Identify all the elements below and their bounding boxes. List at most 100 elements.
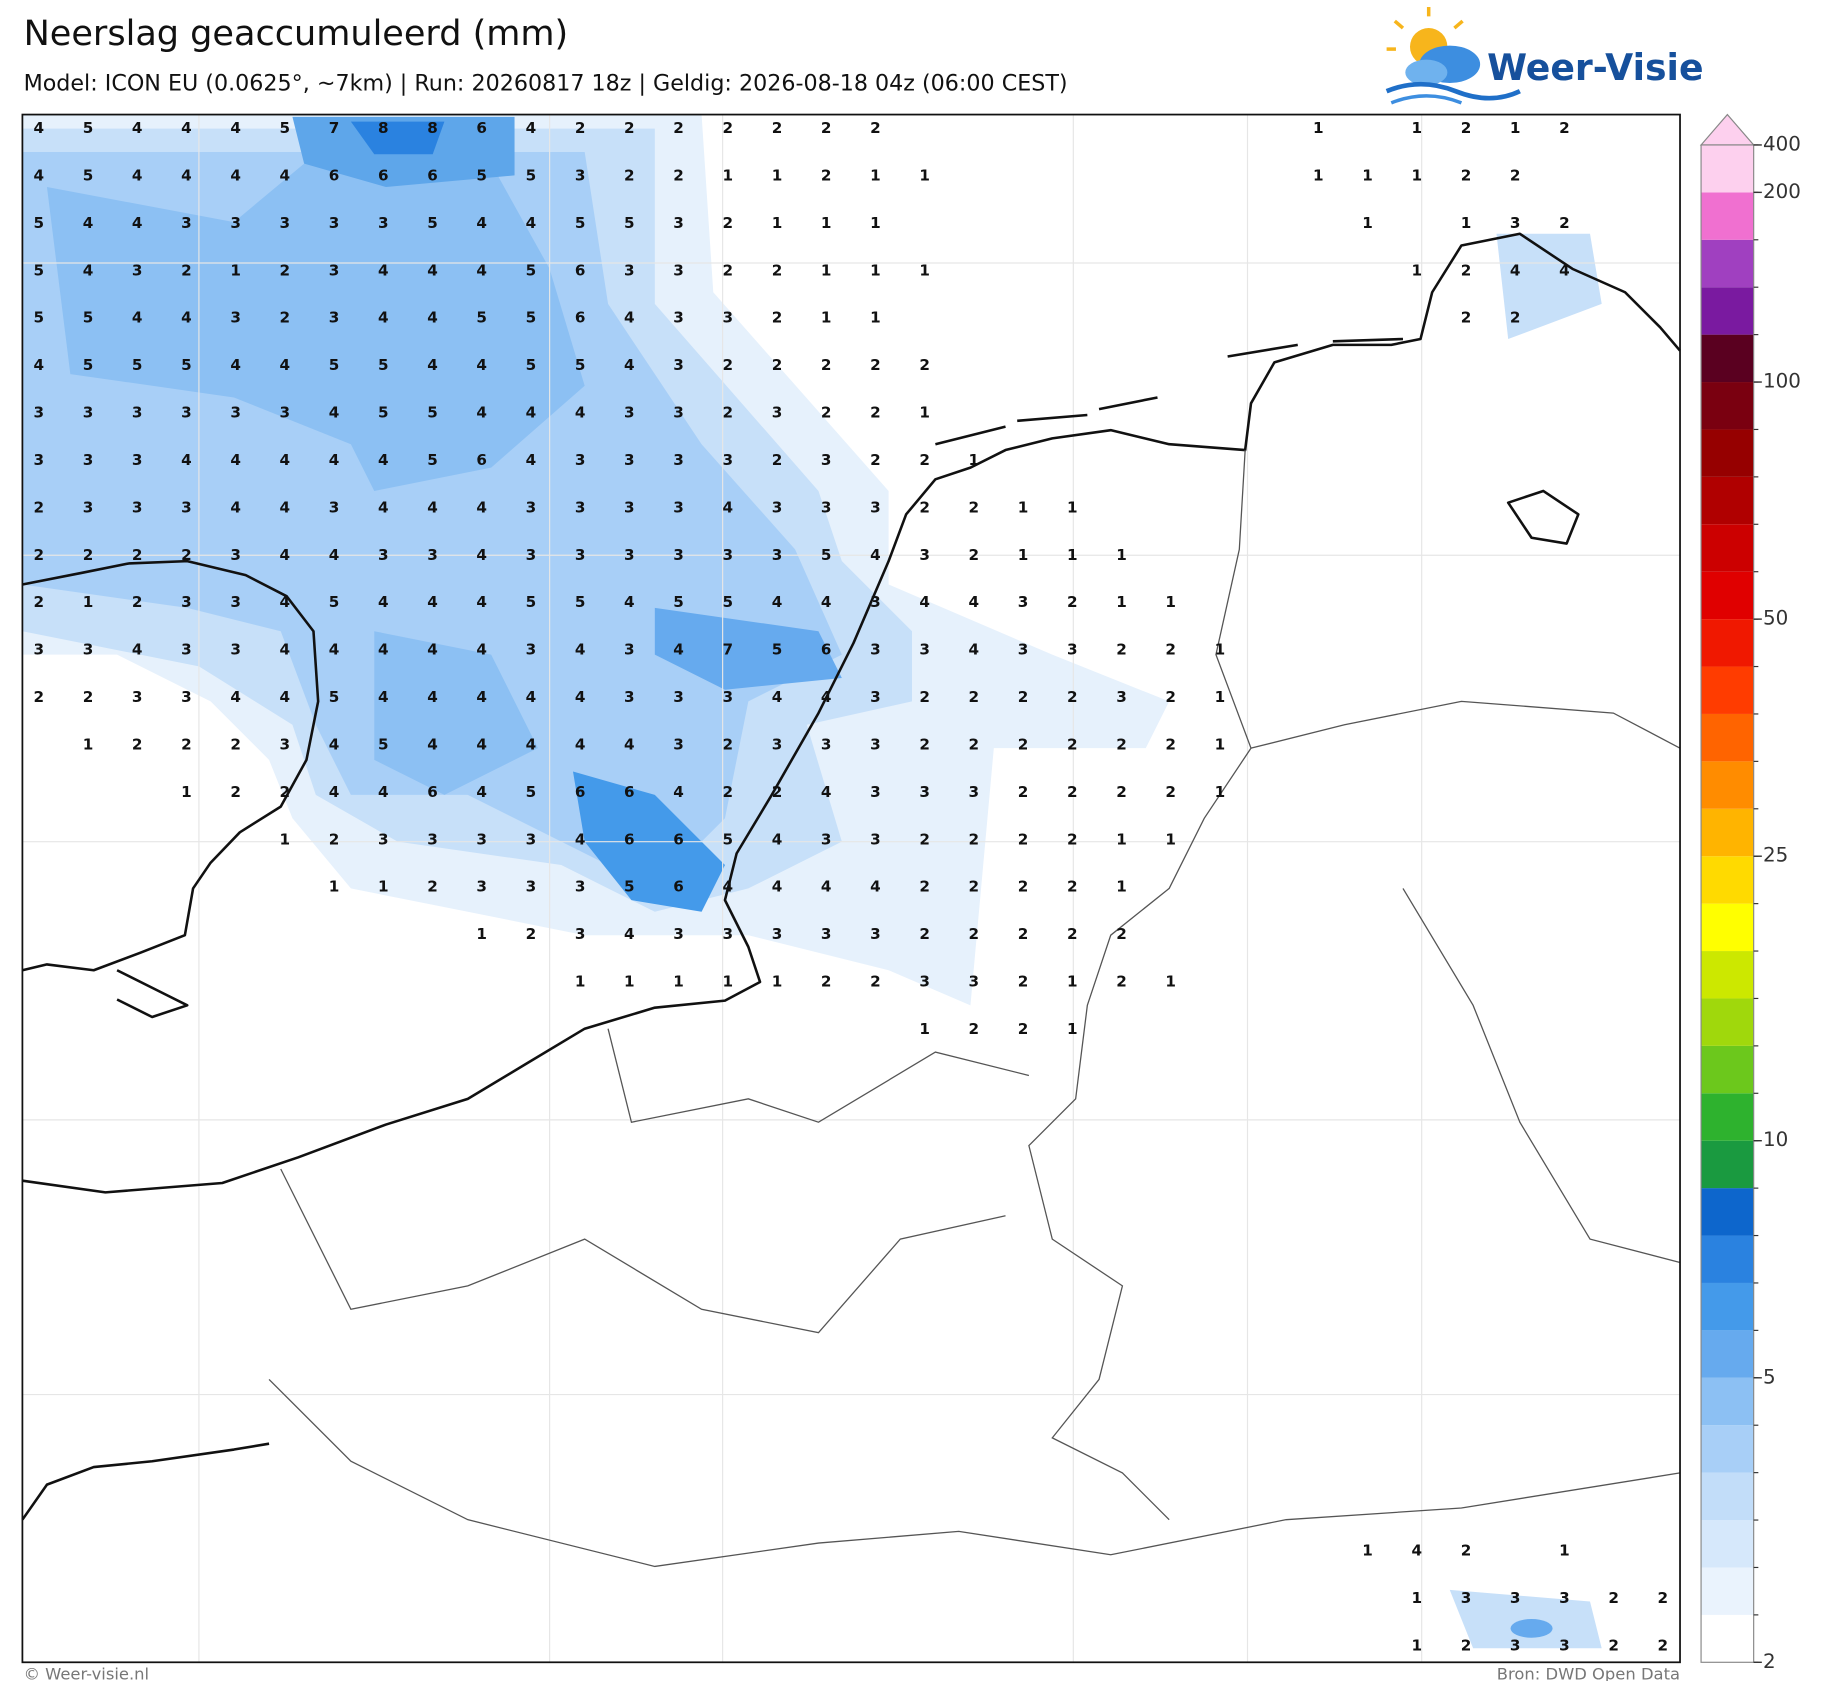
grid-value: 4 (378, 498, 389, 516)
colorbar-segment (1701, 619, 1754, 667)
grid-value: 3 (526, 878, 537, 896)
grid-value: 5 (329, 593, 340, 611)
source: Bron: DWD Open Data (1497, 1665, 1680, 1681)
colorbar-segment (1701, 856, 1754, 904)
logo: Weer-Visie (1385, 7, 1704, 105)
grid-value: 4 (378, 593, 389, 611)
colorbar-tick-label: 25 (1763, 844, 1788, 867)
grid-value: 3 (280, 735, 291, 753)
colorbar-tick-label: 50 (1763, 607, 1788, 630)
grid-value: 1 (1313, 119, 1324, 137)
grid-value: 4 (476, 404, 487, 422)
colorbar-tick-label: 200 (1763, 180, 1801, 203)
grid-value: 5 (132, 356, 143, 374)
grid-value: 4 (329, 783, 340, 801)
grid-value: 4 (526, 451, 537, 469)
grid-value: 4 (132, 214, 143, 232)
grid-value: 6 (427, 783, 438, 801)
grid-value: 2 (1067, 688, 1078, 706)
grid-value: 5 (722, 593, 733, 611)
colorbar-tick-label: 2 (1763, 1650, 1776, 1673)
grid-value: 3 (1559, 1636, 1570, 1654)
grid-value: 3 (870, 783, 881, 801)
grid-value: 3 (1018, 641, 1029, 659)
grid-value: 1 (722, 973, 733, 991)
colorbar-segment (1701, 287, 1754, 335)
grid-value: 4 (575, 830, 586, 848)
grid-value: 2 (919, 498, 930, 516)
grid-value: 3 (476, 878, 487, 896)
grid-value: 4 (476, 214, 487, 232)
grid-value: 3 (427, 546, 438, 564)
grid-value: 2 (1067, 925, 1078, 943)
grid-value: 3 (132, 404, 143, 422)
grid-value: 3 (870, 688, 881, 706)
colorbar-segment (1701, 1045, 1754, 1094)
grid-value: 3 (230, 404, 241, 422)
grid-value: 2 (526, 925, 537, 943)
grid-value: 1 (575, 973, 586, 991)
grid-value: 3 (181, 404, 192, 422)
grid-value: 4 (427, 641, 438, 659)
grid-value: 5 (575, 593, 586, 611)
grid-value: 5 (427, 451, 438, 469)
grid-value: 2 (722, 783, 733, 801)
colorbar-segment (1701, 761, 1754, 809)
grid-value: 4 (33, 119, 44, 137)
grid-value: 5 (181, 356, 192, 374)
grid-value: 1 (1116, 878, 1127, 896)
grid-value: 2 (919, 735, 930, 753)
grid-values: 4 5 4 4 4 5 7 8 8 6 4 2 2 2 2 2 2 2 1 1 2 1 2 4 5 4 4 4 4 6 6 6 5 5 3 2 2 1 1 2… (33, 119, 1668, 1654)
grid-value: 1 (1411, 261, 1422, 279)
grid-value: 3 (772, 498, 783, 516)
grid-value: 3 (1510, 1589, 1521, 1607)
grid-value: 3 (673, 546, 684, 564)
grid-value: 2 (1165, 688, 1176, 706)
grid-value: 3 (673, 309, 684, 327)
grid-value: 2 (969, 688, 980, 706)
grid-value: 2 (1067, 593, 1078, 611)
colorbar-segment (1701, 334, 1754, 383)
grid-value: 4 (378, 309, 389, 327)
grid-value: 4 (624, 356, 635, 374)
grid-value: 4 (575, 404, 586, 422)
grid-value: 4 (526, 214, 537, 232)
grid-value: 3 (427, 830, 438, 848)
grid-value: 4 (427, 593, 438, 611)
grid-value: 4 (230, 498, 241, 516)
grid-value: 2 (772, 119, 783, 137)
grid-value: 4 (132, 309, 143, 327)
grid-value: 2 (280, 783, 291, 801)
grid-value: 1 (919, 1020, 930, 1038)
grid-value: 1 (1362, 167, 1373, 185)
grid-value: 5 (673, 593, 684, 611)
grid-value: 8 (378, 119, 389, 137)
grid-value: 1 (1411, 119, 1422, 137)
grid-value: 5 (526, 167, 537, 185)
grid-value: 4 (526, 735, 537, 753)
grid-value: 3 (722, 925, 733, 943)
grid-value: 3 (969, 783, 980, 801)
grid-value: 3 (821, 830, 832, 848)
grid-value: 3 (673, 688, 684, 706)
grid-value: 2 (575, 119, 586, 137)
grid-value: 3 (870, 641, 881, 659)
grid-value: 2 (132, 593, 143, 611)
grid-value: 4 (83, 214, 94, 232)
grid-value: 2 (673, 167, 684, 185)
grid-value: 4 (575, 735, 586, 753)
grid-value: 3 (821, 451, 832, 469)
grid-value: 3 (83, 404, 94, 422)
grid-value: 3 (624, 641, 635, 659)
colorbar-segment (1701, 951, 1754, 999)
grid-value: 5 (427, 214, 438, 232)
grid-value: 2 (1116, 641, 1127, 659)
grid-value: 3 (181, 498, 192, 516)
grid-value: 4 (329, 641, 340, 659)
grid-value: 1 (1215, 735, 1226, 753)
grid-value: 2 (33, 498, 44, 516)
grid-value: 4 (230, 688, 241, 706)
grid-value: 1 (1018, 498, 1029, 516)
grid-value: 4 (230, 119, 241, 137)
grid-value: 4 (378, 641, 389, 659)
